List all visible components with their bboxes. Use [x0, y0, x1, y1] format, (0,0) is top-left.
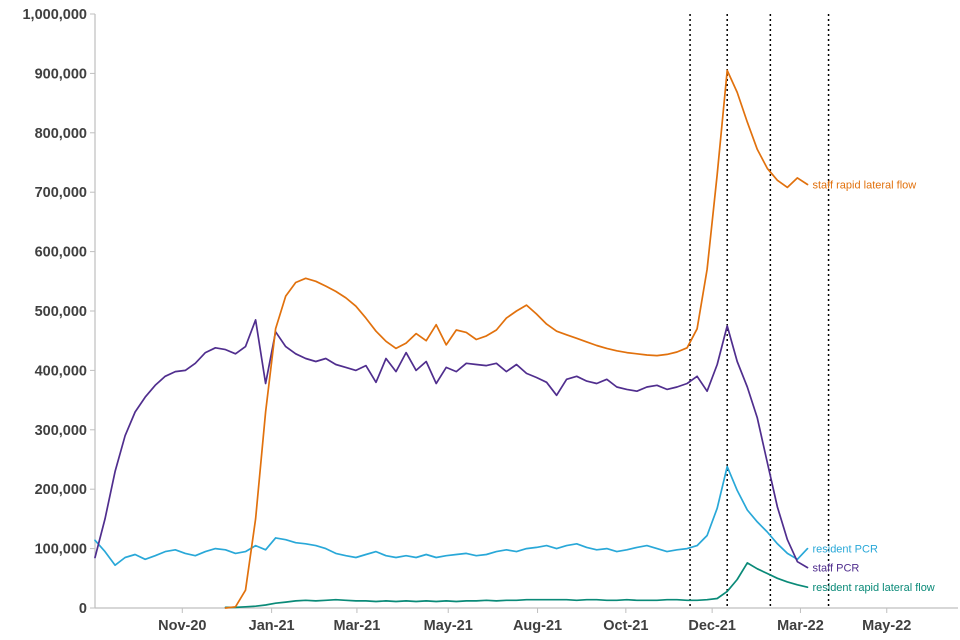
x-tick-label: Jan-21 — [249, 618, 295, 634]
series-line-staff-rapid-lateral-flow — [224, 69, 809, 609]
y-tick-label: 100,000 — [35, 542, 87, 558]
y-tick-label: 600,000 — [35, 245, 87, 261]
y-tick-label: 200,000 — [35, 482, 87, 498]
y-tick-label: 500,000 — [35, 304, 87, 320]
series-label-staff-pcr: staff PCR — [812, 563, 859, 575]
x-tick-label: May-22 — [862, 618, 911, 634]
series-line-staff-pcr — [94, 319, 809, 569]
y-tick-label: 400,000 — [35, 363, 87, 379]
series-label-staff-rapid-lateral-flow: staff rapid lateral flow — [812, 179, 916, 191]
y-tick-label: 900,000 — [35, 66, 87, 82]
y-tick-label: 700,000 — [35, 185, 87, 201]
x-tick-label: Oct-21 — [603, 618, 648, 634]
x-tick-label: Mar-21 — [334, 618, 381, 634]
series-label-resident-rapid-lateral-flow: resident rapid lateral flow — [812, 582, 934, 594]
x-tick-label: Mar-22 — [777, 618, 824, 634]
x-tick-label: May-21 — [424, 618, 473, 634]
series-line-resident-pcr — [94, 465, 809, 567]
y-tick-label: 800,000 — [35, 126, 87, 142]
y-tick-label: 0 — [79, 601, 87, 617]
y-tick-label: 1,000,000 — [22, 7, 87, 23]
x-tick-label: Nov-20 — [158, 618, 206, 634]
x-tick-label: Dec-21 — [688, 618, 736, 634]
series-line-resident-rapid-lateral-flow — [224, 562, 809, 609]
x-tick-label: Aug-21 — [513, 618, 562, 634]
series-label-resident-pcr: resident PCR — [812, 544, 877, 556]
y-tick-label: 300,000 — [35, 423, 87, 439]
